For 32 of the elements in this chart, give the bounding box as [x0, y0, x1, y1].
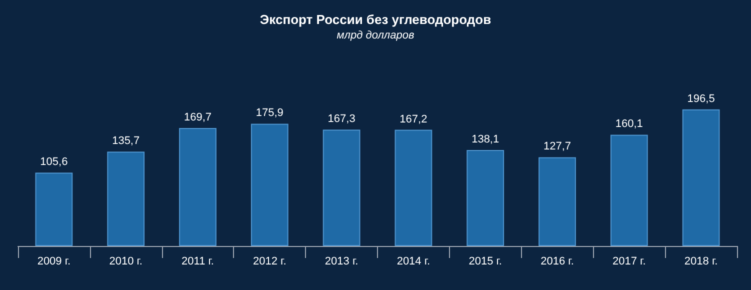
bar — [682, 109, 720, 246]
data-label: 127,7 — [543, 140, 572, 153]
data-label: 135,7 — [112, 135, 140, 148]
data-label: 167,2 — [400, 113, 428, 126]
bar — [394, 130, 432, 246]
x-tick-label: 2009 г. — [37, 256, 71, 268]
data-label: 160,1 — [615, 118, 643, 130]
bar — [322, 130, 360, 246]
bar — [538, 157, 576, 246]
x-tick-label: 2018 г. — [684, 256, 718, 268]
x-tick-label: 2015 г. — [468, 256, 502, 268]
bar — [179, 128, 216, 246]
x-tick-label: 2011 г. — [182, 256, 214, 268]
x-tick-label: 2014 г. — [396, 256, 430, 268]
data-label: 167,3 — [328, 113, 356, 126]
data-label: 138,1 — [472, 133, 500, 146]
chart-subtitle: млрд долларов — [336, 30, 414, 42]
x-tick-label: 2012 г. — [253, 256, 286, 268]
bar — [250, 124, 288, 246]
data-label: 105,6 — [40, 156, 68, 168]
bar — [107, 152, 145, 246]
chart-title: Экспорт России без углеводородов — [260, 12, 492, 27]
data-label: 196,5 — [687, 92, 715, 105]
data-label: 169,7 — [184, 112, 212, 124]
bar — [610, 134, 648, 246]
data-label: 175,9 — [256, 107, 284, 120]
x-tick-label: 2017 г. — [612, 256, 646, 268]
bar — [35, 172, 73, 246]
x-tick-label: 2010 г. — [109, 256, 142, 268]
x-tick-label: 2013 г. — [324, 256, 358, 268]
x-tick-label: 2016 г. — [540, 256, 574, 268]
bar — [466, 150, 504, 246]
